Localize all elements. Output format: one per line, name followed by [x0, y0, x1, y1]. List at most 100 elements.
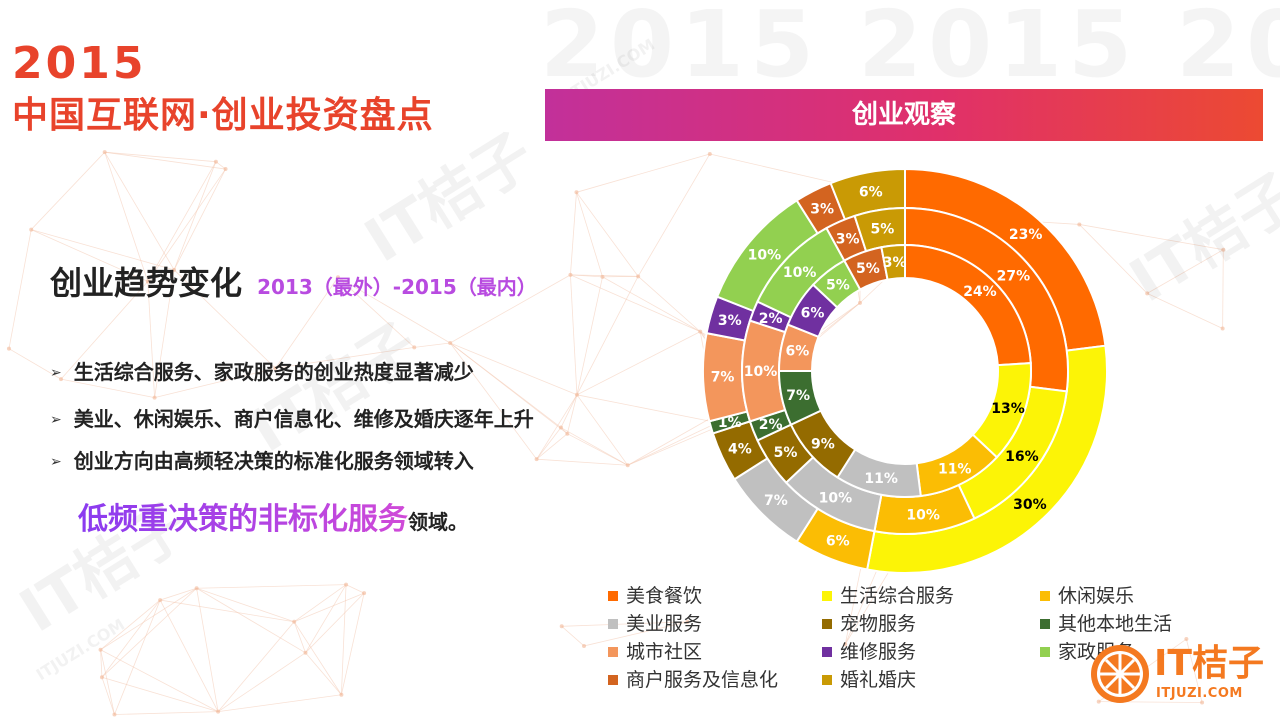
network-node	[574, 392, 579, 397]
brand-url: ITJUZI.COM	[1156, 686, 1243, 701]
network-line	[30, 151, 105, 230]
network-line	[305, 652, 342, 695]
donut-data-label: 1%	[718, 415, 742, 431]
donut-data-label: 7%	[711, 370, 735, 386]
network-node	[568, 272, 573, 277]
network-line	[1079, 224, 1224, 251]
network-node	[344, 582, 349, 587]
network-node	[1096, 699, 1101, 704]
donut-data-label: 16%	[1005, 449, 1039, 465]
network-line	[101, 677, 115, 715]
network-node	[112, 712, 117, 717]
network-node	[152, 395, 157, 400]
network-line	[602, 275, 639, 278]
network-line	[8, 348, 62, 380]
network-node	[582, 643, 587, 648]
legend-label: 美业服务	[626, 613, 703, 635]
donut-data-label: 6%	[801, 305, 825, 321]
donut-data-label: 9%	[811, 436, 835, 452]
network-node	[558, 425, 563, 430]
network-line	[160, 587, 197, 601]
network-node	[412, 345, 417, 350]
network-node	[339, 692, 344, 697]
chart-legend: 美食餐饮 生活综合服务 休闲娱乐 美业服务 宠物服务 其他本地生活 城市社区 维修服务 家政服务…	[608, 584, 1172, 704]
legend-swatch	[608, 619, 618, 629]
network-node	[223, 167, 228, 172]
network-line	[449, 274, 571, 344]
legend-label: 城市社区	[626, 641, 703, 663]
donut-data-label: 5%	[856, 261, 880, 277]
network-node	[303, 650, 308, 655]
network-node	[685, 619, 690, 624]
network-line	[305, 592, 365, 654]
legend-label: 商户服务及信息化	[626, 669, 779, 691]
brand-logo: IT桔子 ITJUZI.COM	[1088, 642, 1268, 712]
bullet-text: 生活综合服务、家政服务的创业热度显著减少	[73, 360, 474, 384]
network-line	[275, 346, 415, 369]
network-line	[215, 161, 226, 170]
network-node	[145, 279, 150, 284]
network-line	[159, 599, 219, 712]
network-node	[1220, 326, 1225, 331]
donut-data-label: 3%	[883, 255, 907, 271]
network-line	[566, 394, 578, 434]
network-node	[565, 431, 570, 436]
network-line	[337, 276, 451, 344]
network-line	[293, 621, 306, 653]
network-line	[576, 331, 701, 396]
donut-data-label: 6%	[786, 343, 810, 359]
network-node	[600, 274, 605, 279]
network-line	[217, 621, 295, 712]
bullet-point: ➢ 生活综合服务、家政服务的创业热度显著减少	[50, 356, 474, 385]
donut-data-label: 4%	[728, 442, 752, 458]
legend-swatch	[1040, 591, 1050, 601]
legend-swatch	[822, 675, 832, 685]
bullet-point: ➢ 创业方向由高频轻决策的标准化服务领域转入	[50, 445, 474, 474]
donut-data-label: 11%	[938, 462, 972, 478]
network-line	[536, 458, 628, 466]
network-line	[293, 584, 347, 623]
network-line	[570, 274, 578, 395]
network-node	[99, 675, 104, 680]
section-title: 创业观察	[851, 100, 956, 130]
network-line	[637, 153, 711, 277]
network-line	[154, 269, 175, 398]
network-node	[636, 274, 641, 279]
network-line	[341, 593, 365, 695]
network-node	[698, 329, 703, 334]
network-line	[196, 584, 347, 589]
report-year: 2015	[12, 38, 147, 89]
legend-label: 其他本地生活	[1058, 613, 1173, 635]
network-line	[1185, 638, 1203, 703]
network-line	[345, 584, 365, 594]
donut-data-label: 23%	[1009, 227, 1043, 243]
network-line	[449, 342, 537, 460]
network-line	[709, 153, 842, 185]
network-line	[1147, 293, 1223, 329]
network-node	[1221, 247, 1226, 252]
network-line	[576, 394, 718, 424]
network-line	[154, 367, 276, 399]
network-line	[561, 625, 585, 647]
network-line	[173, 269, 276, 369]
network-line	[147, 161, 217, 282]
network-node	[1145, 291, 1150, 296]
legend-swatch	[608, 675, 618, 685]
network-node	[335, 275, 340, 280]
network-line	[196, 588, 219, 712]
network-line	[1147, 249, 1224, 294]
network-line	[576, 276, 639, 395]
network-node	[857, 300, 862, 305]
donut-data-label: 10%	[906, 507, 940, 523]
network-line	[114, 599, 161, 715]
donut-data-label: 13%	[991, 401, 1025, 417]
network-line	[101, 599, 161, 678]
network-line	[1079, 224, 1148, 294]
network-node	[29, 227, 34, 232]
network-line	[217, 652, 306, 712]
network-line	[173, 161, 217, 270]
network-line	[570, 274, 701, 332]
network-node	[362, 591, 367, 596]
network-line	[147, 281, 155, 398]
network-line	[160, 599, 295, 623]
